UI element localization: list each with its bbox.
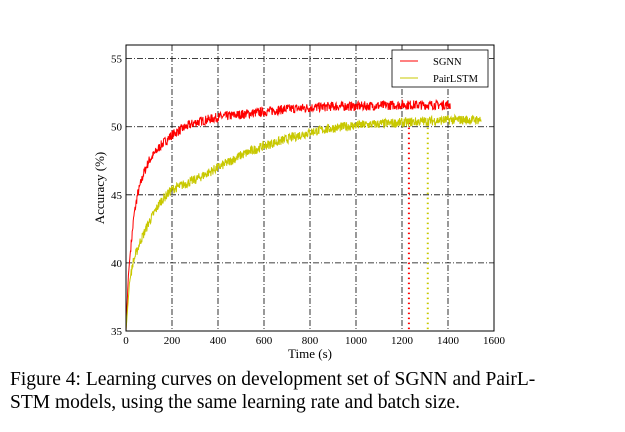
series-line-pairlstm [125, 113, 482, 332]
series-line-sgnn [125, 98, 451, 332]
x-axis-label: Time (s) [288, 346, 332, 361]
x-tick-label: 200 [164, 335, 181, 347]
vertical-markers [407, 122, 429, 331]
y-tick-label: 45 [111, 190, 123, 202]
grid [125, 45, 495, 332]
x-tick-label: 1600 [483, 335, 506, 347]
y-tick-label: 55 [111, 54, 123, 66]
x-tick-label: 400 [210, 335, 227, 347]
caption-line-2: STM models, using the same learning rate… [10, 392, 461, 413]
y-axis-label: Accuracy (%) [92, 152, 107, 225]
x-tick-label: 0 [123, 335, 129, 347]
x-tick-label: 1200 [391, 335, 414, 347]
learning-curve-chart: 0 200 400 600 800 1000 1200 1400 16003540455055 … [92, 44, 506, 361]
legend-label: PairLSTM [433, 74, 479, 85]
tick-labels: 0 200 400 600 800 1000 1200 1400 1600 35 40 45 50 55 [111, 54, 506, 347]
legend-box [391, 49, 489, 88]
x-tick-label: 800 [302, 335, 319, 347]
series-lines [125, 98, 482, 332]
y-tick-label: 50 [111, 122, 123, 134]
caption-line-1: Figure 4: Learning curves on development… [10, 369, 536, 390]
x-tick-label: 1000 [345, 335, 368, 347]
y-tick-label: 40 [111, 258, 123, 270]
x-tick-label: 600 [256, 335, 273, 347]
figure-caption: Figure 4: Learning curves on development… [10, 368, 615, 414]
legend: SGNN PairLSTM [391, 49, 489, 88]
y-tick-label: 35 [111, 326, 123, 338]
plot-frame [125, 44, 495, 332]
x-tick-label: 1400 [437, 335, 460, 347]
legend-label: SGNN [433, 57, 462, 68]
